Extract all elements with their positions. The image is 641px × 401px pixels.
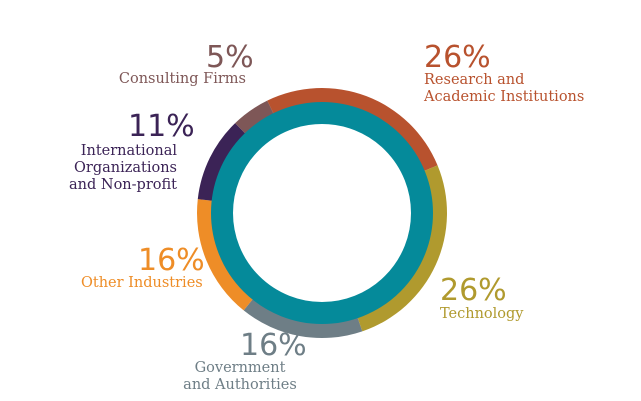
category-label-consulting: Consulting Firms [119,71,246,87]
pct-label-research: 26% [424,40,491,75]
category-label-research: Research and Academic Institutions [423,72,584,105]
inner-ring [211,102,433,324]
pct-label-international: 11% [128,109,195,144]
category-label-other-industries: Other Industries [81,275,203,291]
pct-label-technology: 26% [440,273,507,308]
pct-label-government: 16% [240,328,307,363]
category-label-government: Government and Authorities [183,360,297,393]
category-label-technology: Technology [440,306,524,322]
pct-label-consulting: 5% [206,40,254,75]
pct-label-other-industries: 16% [138,243,205,278]
chart-slices [197,88,448,338]
category-label-international: International Organizations and Non-profit [69,143,177,193]
